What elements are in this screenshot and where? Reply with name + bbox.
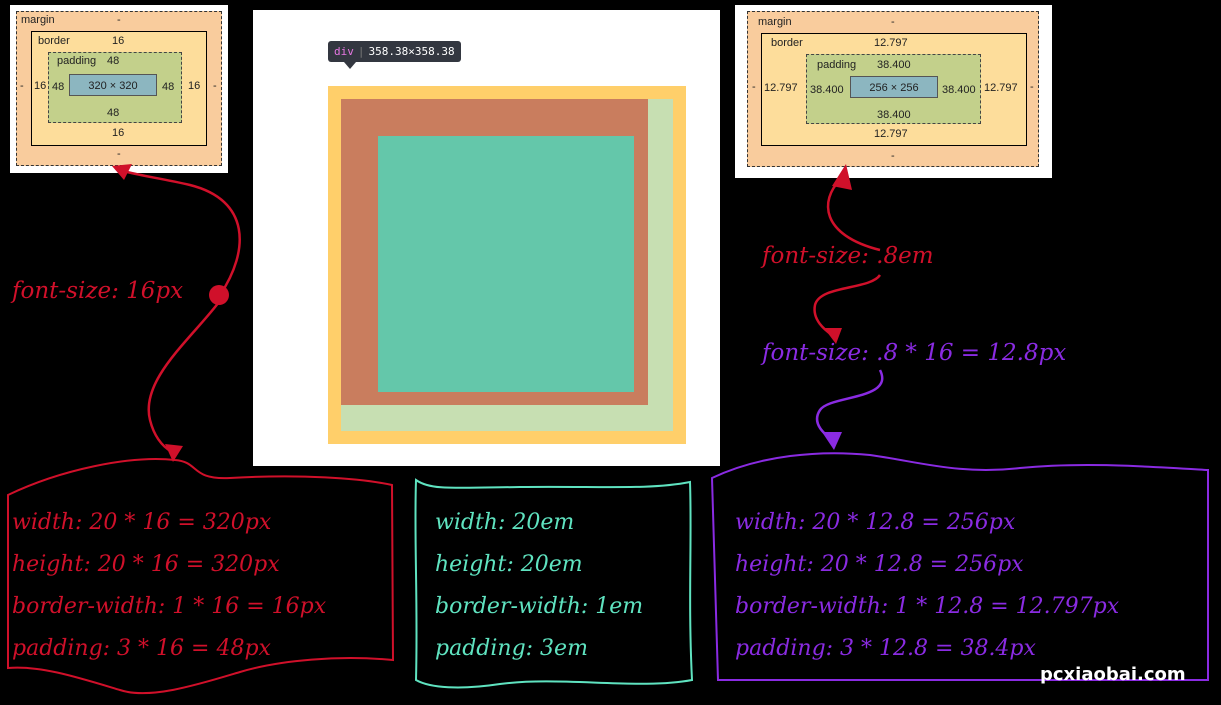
red-arrow-to-right-boxmodel: [826, 179, 881, 252]
red-dot: [209, 285, 229, 305]
right-note-padding: padding: 3 * 12.8 = 38.4px: [735, 636, 1036, 661]
purple-arrow-to-right-note: [815, 369, 884, 439]
right-padding-left: 38.400: [810, 84, 844, 96]
red-arrow-to-left-boxmodel: [119, 168, 241, 296]
left-note-height: height: 20 * 16 = 320px: [12, 552, 280, 577]
font-size-calc-label: font-size: .8 * 16 = 12.8px: [762, 340, 1067, 366]
right-margin-box: margin - - - - border 12.797 12.797 12.7…: [747, 11, 1039, 167]
left-content-size: 320 × 320: [88, 80, 138, 92]
preview-viewport: div | 358.38×358.38: [265, 22, 708, 454]
right-border-right: 12.797: [984, 82, 1018, 94]
left-margin-top: -: [117, 14, 121, 26]
red-arrow-to-calc: [813, 274, 882, 337]
right-content-size: 256 × 256: [869, 82, 919, 94]
right-border-bottom: 12.797: [874, 128, 908, 140]
right-margin-left: -: [752, 81, 756, 93]
right-padding-bottom: 38.400: [877, 109, 911, 121]
red-arrowhead-down: [165, 444, 183, 462]
right-border-label: border: [771, 37, 803, 49]
left-border-label: border: [38, 35, 70, 47]
right-box-model-panel: margin - - - - border 12.797 12.797 12.7…: [735, 5, 1052, 178]
left-box-model-panel: margin - - - - border 16 16 16 16 paddin…: [10, 5, 228, 173]
left-padding-left: 48: [52, 81, 65, 93]
rendered-box-preview: div | 358.38×358.38: [253, 10, 720, 466]
left-border-bottom: 16: [112, 127, 125, 139]
left-margin-label: margin: [21, 14, 55, 26]
right-padding-right: 38.400: [942, 84, 976, 96]
right-border-box: border 12.797 12.797 12.797 12.797 paddi…: [761, 33, 1027, 146]
element-size-tooltip: div | 358.38×358.38: [328, 41, 461, 62]
preview-content-area: [378, 136, 634, 392]
right-margin-right: -: [1030, 81, 1034, 93]
right-note-width: width: 20 * 12.8 = 256px: [735, 510, 1016, 535]
left-border-right: 16: [188, 80, 201, 92]
right-border-left: 12.797: [764, 82, 798, 94]
red-arrow-to-left-note: [147, 301, 220, 454]
middle-note-padding: padding: 3em: [435, 636, 588, 661]
right-margin-label: margin: [758, 16, 792, 28]
middle-note-width: width: 20em: [435, 510, 575, 535]
left-padding-box: padding 48 48 48 48 320 × 320: [48, 52, 182, 123]
left-margin-bottom: -: [117, 148, 121, 160]
left-padding-label: padding: [57, 55, 97, 67]
tooltip-arrow: [344, 62, 356, 69]
left-margin-left: -: [20, 80, 24, 92]
right-padding-label: padding: [817, 59, 857, 71]
left-note-border-width: border-width: 1 * 16 = 16px: [12, 594, 327, 619]
watermark: pcxiaobai.com: [1040, 664, 1186, 685]
left-padding-bottom: 48: [107, 107, 120, 119]
tooltip-size: 358.38×358.38: [368, 45, 455, 58]
middle-note-border-width: border-width: 1em: [435, 594, 644, 619]
font-size-16-label: font-size: 16px: [12, 278, 184, 304]
purple-arrowhead-down: [822, 432, 842, 450]
right-padding-top: 38.400: [877, 59, 911, 71]
font-size-em-label: font-size: .8em: [762, 243, 934, 269]
middle-note-height: height: 20em: [435, 552, 583, 577]
left-margin-box: margin - - - - border 16 16 16 16 paddin…: [16, 11, 222, 166]
left-border-box: border 16 16 16 16 padding 48 48 48 48 3…: [31, 31, 207, 146]
right-content-box: 256 × 256: [850, 76, 938, 98]
right-padding-box: padding 38.400 38.400 38.400 38.400 256 …: [806, 54, 981, 124]
left-padding-right: 48: [162, 81, 175, 93]
left-margin-right: -: [213, 80, 217, 92]
tooltip-separator: |: [357, 45, 365, 58]
left-border-left: 16: [34, 80, 47, 92]
tooltip-tag: div: [334, 45, 354, 58]
right-border-top: 12.797: [874, 37, 908, 49]
right-note-height: height: 20 * 12.8 = 256px: [735, 552, 1024, 577]
right-margin-top: -: [891, 16, 895, 28]
left-padding-top: 48: [107, 55, 120, 67]
left-note-padding: padding: 3 * 16 = 48px: [12, 636, 271, 661]
right-margin-bottom: -: [891, 150, 895, 162]
left-note-width: width: 20 * 16 = 320px: [12, 510, 272, 535]
right-note-border-width: border-width: 1 * 12.8 = 12.797px: [735, 594, 1120, 619]
left-content-box: 320 × 320: [69, 74, 157, 96]
left-border-top: 16: [112, 35, 125, 47]
